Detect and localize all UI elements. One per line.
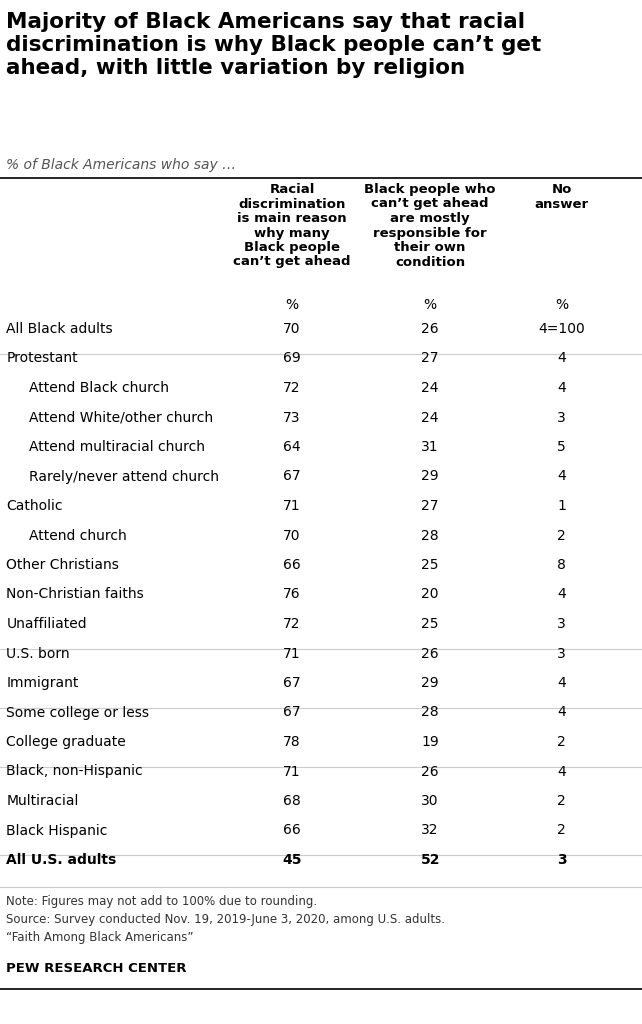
Text: Catholic: Catholic	[6, 499, 63, 513]
Text: 66: 66	[283, 823, 301, 838]
Text: 31: 31	[421, 440, 439, 454]
Text: 67: 67	[283, 469, 301, 483]
Text: Attend Black church: Attend Black church	[29, 381, 169, 395]
Text: 1: 1	[557, 499, 566, 513]
Text: Racial
discrimination
is main reason
why many
Black people
can’t get ahead: Racial discrimination is main reason why…	[233, 183, 351, 268]
Text: 3: 3	[557, 411, 566, 425]
Text: 72: 72	[283, 381, 301, 395]
Text: 4: 4	[557, 469, 566, 483]
Text: 4: 4	[557, 588, 566, 601]
Text: All U.S. adults: All U.S. adults	[6, 853, 117, 867]
Text: Protestant: Protestant	[6, 351, 78, 366]
Text: 76: 76	[283, 588, 301, 601]
Text: 67: 67	[283, 676, 301, 690]
Text: 27: 27	[421, 351, 439, 366]
Text: Attend White/other church: Attend White/other church	[29, 411, 213, 425]
Text: 2: 2	[557, 823, 566, 838]
Text: Non-Christian faiths: Non-Christian faiths	[6, 588, 144, 601]
Text: 5: 5	[557, 440, 566, 454]
Text: 4: 4	[557, 765, 566, 778]
Text: 71: 71	[283, 646, 301, 660]
Text: 29: 29	[421, 469, 439, 483]
Text: 4: 4	[557, 706, 566, 720]
Text: 73: 73	[283, 411, 301, 425]
Text: 3: 3	[557, 617, 566, 631]
Text: 70: 70	[283, 322, 301, 336]
Text: PEW RESEARCH CENTER: PEW RESEARCH CENTER	[6, 963, 187, 976]
Text: 26: 26	[421, 765, 439, 778]
Text: 67: 67	[283, 706, 301, 720]
Text: 2: 2	[557, 794, 566, 808]
Text: %: %	[555, 298, 568, 312]
Text: 4: 4	[557, 676, 566, 690]
Text: All Black adults: All Black adults	[6, 322, 113, 336]
Text: College graduate: College graduate	[6, 735, 126, 749]
Text: 30: 30	[421, 794, 439, 808]
Text: Black people who
can’t get ahead
are mostly
responsible for
their own
condition: Black people who can’t get ahead are mos…	[365, 183, 496, 268]
Text: 3: 3	[557, 646, 566, 660]
Text: 19: 19	[421, 735, 439, 749]
Text: 52: 52	[421, 853, 440, 867]
Text: 4: 4	[557, 351, 566, 366]
Text: 25: 25	[421, 617, 439, 631]
Text: 72: 72	[283, 617, 301, 631]
Text: 8: 8	[557, 558, 566, 572]
Text: Other Christians: Other Christians	[6, 558, 119, 572]
Text: 4: 4	[557, 381, 566, 395]
Text: 71: 71	[283, 765, 301, 778]
Text: Rarely/never attend church: Rarely/never attend church	[29, 469, 219, 483]
Text: U.S. born: U.S. born	[6, 646, 70, 660]
Text: Note: Figures may not add to 100% due to rounding.
Source: Survey conducted Nov.: Note: Figures may not add to 100% due to…	[6, 895, 446, 943]
Text: Black, non-Hispanic: Black, non-Hispanic	[6, 765, 143, 778]
Text: Majority of Black Americans say that racial
discrimination is why Black people c: Majority of Black Americans say that rac…	[6, 12, 542, 79]
Text: 4=100: 4=100	[539, 322, 585, 336]
Text: %: %	[424, 298, 437, 312]
Text: 2: 2	[557, 735, 566, 749]
Text: 27: 27	[421, 499, 439, 513]
Text: Some college or less: Some college or less	[6, 706, 150, 720]
Text: 32: 32	[421, 823, 439, 838]
Text: Attend church: Attend church	[29, 528, 126, 543]
Text: 26: 26	[421, 646, 439, 660]
Text: 28: 28	[421, 706, 439, 720]
Text: 64: 64	[283, 440, 301, 454]
Text: 20: 20	[421, 588, 439, 601]
Text: 70: 70	[283, 528, 301, 543]
Text: 45: 45	[282, 853, 302, 867]
Text: %: %	[286, 298, 299, 312]
Text: Multiracial: Multiracial	[6, 794, 79, 808]
Text: 29: 29	[421, 676, 439, 690]
Text: Unaffiliated: Unaffiliated	[6, 617, 87, 631]
Text: 28: 28	[421, 528, 439, 543]
Text: 25: 25	[421, 558, 439, 572]
Text: Black Hispanic: Black Hispanic	[6, 823, 108, 838]
Text: Immigrant: Immigrant	[6, 676, 79, 690]
Text: 26: 26	[421, 322, 439, 336]
Text: No
answer: No answer	[535, 183, 589, 211]
Text: 78: 78	[283, 735, 301, 749]
Text: 66: 66	[283, 558, 301, 572]
Text: 2: 2	[557, 528, 566, 543]
Text: Attend multiracial church: Attend multiracial church	[29, 440, 205, 454]
Text: 68: 68	[283, 794, 301, 808]
Text: 3: 3	[557, 853, 566, 867]
Text: % of Black Americans who say …: % of Black Americans who say …	[6, 158, 236, 172]
Text: 71: 71	[283, 499, 301, 513]
Text: 24: 24	[421, 381, 439, 395]
Text: 69: 69	[283, 351, 301, 366]
Text: 24: 24	[421, 411, 439, 425]
